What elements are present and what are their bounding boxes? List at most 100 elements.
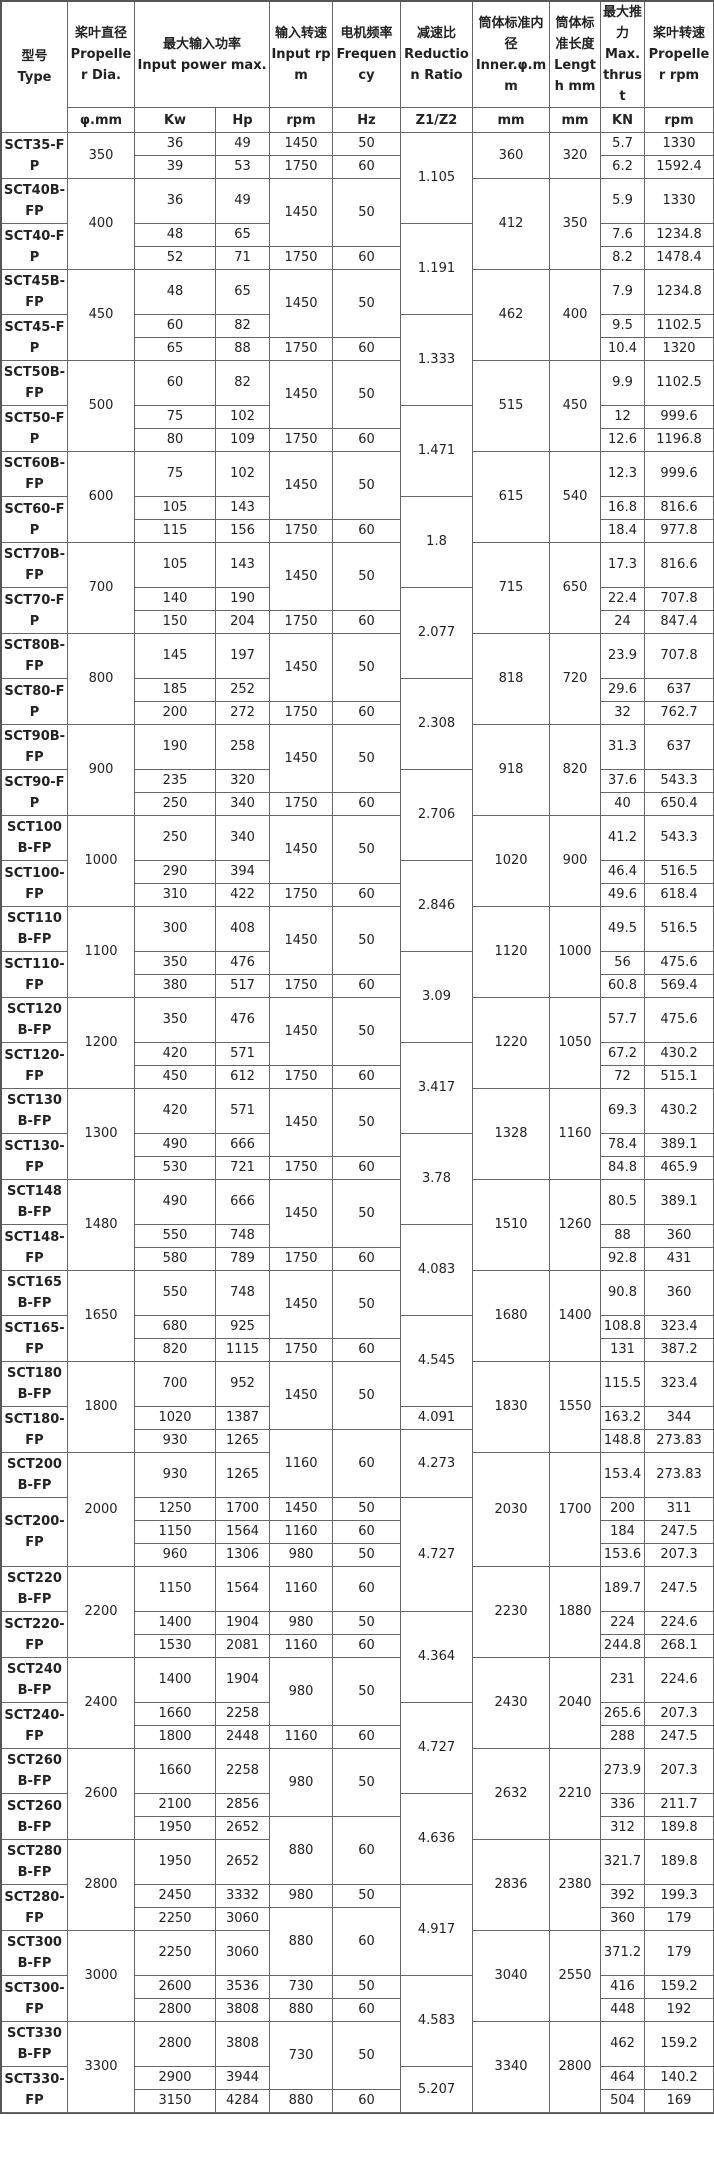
cell-hz: 60: [333, 520, 402, 543]
cell-ratio: 4.727: [401, 1498, 474, 1612]
cell-prop-rpm: 847.4: [645, 611, 714, 634]
cell-ratio: 4.091: [401, 1407, 474, 1430]
unit-prop-rpm: rpm: [645, 108, 714, 133]
cell-prop-rpm: 999.6: [645, 452, 714, 497]
cell-hp: 143: [216, 497, 271, 520]
cell-kw: 115: [135, 520, 216, 543]
cell-length: 2550: [550, 1931, 602, 2022]
cell-ratio: 4.273: [401, 1430, 474, 1498]
cell-ratio: 4.083: [401, 1225, 474, 1316]
cell-thrust: 153.6: [601, 1544, 646, 1567]
cell-hz: 60: [333, 793, 402, 816]
cell-prop-rpm: 159.2: [645, 2022, 714, 2067]
cell-hp: 476: [216, 952, 271, 975]
cell-kw: 105: [135, 543, 216, 588]
cell-rpm: 880: [270, 1908, 334, 1976]
cell-prop-rpm: 273.83: [645, 1430, 714, 1453]
cell-length: 1700: [550, 1453, 602, 1567]
cell-dia: 900: [68, 725, 135, 816]
cell-hp: 2081: [216, 1635, 271, 1658]
cell-hz: 60: [333, 429, 402, 452]
cell-prop-rpm: 323.4: [645, 1362, 714, 1407]
cell-prop-rpm: 816.6: [645, 497, 714, 520]
cell-thrust: 60.8: [601, 975, 646, 998]
cell-prop-rpm: 273.83: [645, 1453, 714, 1498]
cell-hp: 156: [216, 520, 271, 543]
cell-model: SCT40-FP: [2, 224, 68, 270]
cell-rpm: 980: [270, 1749, 334, 1817]
cell-dia: 2000: [68, 1453, 135, 1567]
header-dia: 桨叶直径 Propeller Dia.: [68, 2, 135, 108]
cell-thrust: 12: [601, 406, 646, 429]
cell-dia: 400: [68, 179, 135, 270]
cell-model: SCT260B-FP: [2, 1749, 68, 1794]
cell-prop-rpm: 1320: [645, 338, 714, 361]
cell-model: SCT50-FP: [2, 406, 68, 452]
cell-prop-rpm: 323.4: [645, 1316, 714, 1339]
cell-thrust: 32: [601, 702, 646, 725]
cell-thrust: 92.8: [601, 1248, 646, 1271]
cell-rpm: 1160: [270, 1635, 334, 1658]
table-row: SCT148B-FP 1480 490 666 1450 50 1510 1260 80.5 38…: [2, 1180, 714, 1271]
cell-hp: 925: [216, 1316, 271, 1339]
table-row: SCT120B-FP 1200 350 476 1450 50 1220 1050 57.7 47…: [2, 998, 714, 1089]
cell-inner: 412: [473, 179, 551, 270]
cell-prop-rpm: 140.2: [645, 2067, 714, 2090]
cell-hp: 1306: [216, 1544, 271, 1567]
cell-prop-rpm: 247.5: [645, 1521, 714, 1544]
cell-hp: 408: [216, 907, 271, 952]
cell-dia: 2800: [68, 1840, 135, 1931]
cell-kw: 420: [135, 1043, 216, 1066]
cell-rpm: 730: [270, 1976, 334, 1999]
table-row: SCT45-FP 60 82 1.333 9.5 1102.5: [2, 315, 714, 406]
cell-dia: 1100: [68, 907, 135, 998]
cell-model: SCT60B-FP: [2, 452, 68, 497]
cell-rpm: 1450: [270, 1180, 334, 1248]
cell-hp: 2856: [216, 1794, 271, 1817]
cell-thrust: 29.6: [601, 679, 646, 702]
cell-rpm: 730: [270, 2022, 334, 2090]
cell-model: SCT50B-FP: [2, 361, 68, 406]
cell-model: SCT80B-FP: [2, 634, 68, 679]
cell-rpm: 1450: [270, 907, 334, 975]
cell-model: SCT90-FP: [2, 770, 68, 816]
cell-length: 320: [550, 133, 602, 179]
table-row: SCT90B-FP 900 190 258 1450 50 918 820 31.3 637: [2, 725, 714, 816]
cell-prop-rpm: 569.4: [645, 975, 714, 998]
cell-length: 350: [550, 179, 602, 270]
cell-kw: 550: [135, 1271, 216, 1316]
cell-kw: 820: [135, 1339, 216, 1362]
cell-model: SCT60-FP: [2, 497, 68, 543]
table-row: SCT45B-FP 450 48 65 1450 50 462 400 7.9 1234.8: [2, 270, 714, 361]
cell-inner: 515: [473, 361, 551, 452]
cell-thrust: 24: [601, 611, 646, 634]
table-row: 80 109 1750 60 12.6 1196.8: [2, 429, 714, 452]
table-row: 250 340 1750 60 40 650.4: [2, 793, 714, 816]
cell-thrust: 321.7: [601, 1840, 646, 1885]
cell-hz: 60: [333, 702, 402, 725]
cell-prop-rpm: 159.2: [645, 1976, 714, 1999]
cell-model: SCT240-FP: [2, 1703, 68, 1749]
cell-model: SCT45B-FP: [2, 270, 68, 315]
cell-rpm: 1450: [270, 452, 334, 520]
cell-prop-rpm: 199.3: [645, 1885, 714, 1908]
cell-rpm: 1750: [270, 611, 334, 634]
cell-thrust: 46.4: [601, 861, 646, 884]
cell-thrust: 189.7: [601, 1567, 646, 1612]
table-row: 820 1115 1750 60 131 387.2: [2, 1339, 714, 1362]
table-row: SCT165-FP 680 925 4.545 108.8 323.4: [2, 1316, 714, 1407]
cell-kw: 1400: [135, 1612, 216, 1635]
header-thrust: 最大推力 Max. thrust: [601, 2, 646, 108]
cell-rpm: 1750: [270, 884, 334, 907]
cell-thrust: 56: [601, 952, 646, 975]
cell-thrust: 108.8: [601, 1316, 646, 1339]
cell-kw: 60: [135, 361, 216, 406]
cell-ratio: 3.09: [401, 952, 474, 1043]
cell-rpm: 880: [270, 1999, 334, 2022]
table-row: SCT200-FP 1250 1700 1450 50 4.727 200 311: [2, 1498, 714, 1612]
table-row: SCT100B-FP 1000 250 340 1450 50 1020 900 41.2 543…: [2, 816, 714, 907]
cell-hz: 60: [333, 1817, 402, 1885]
cell-thrust: 5.9: [601, 179, 646, 224]
cell-dia: 450: [68, 270, 135, 361]
table-row: 3150 4284 880 60 504 169: [2, 2090, 714, 2113]
